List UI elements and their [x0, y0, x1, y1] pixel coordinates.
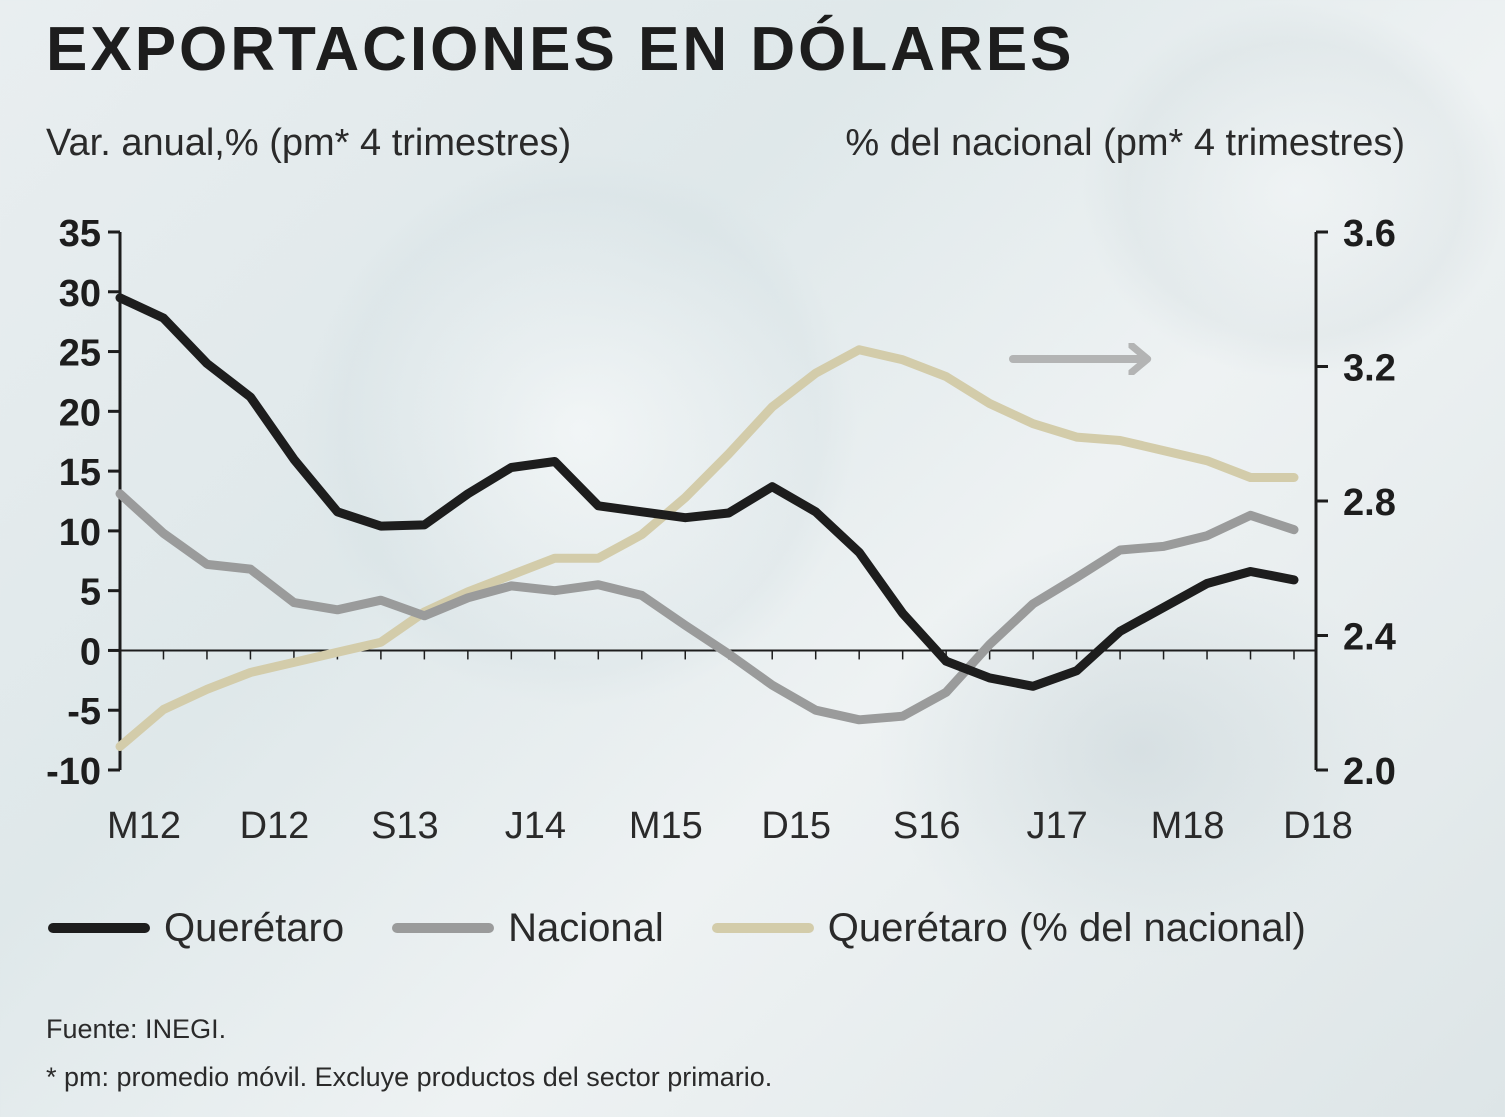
legend-item-share: Querétaro (% del nacional) — [711, 905, 1306, 951]
right-axis-tick-label: 3.6 — [1343, 213, 1396, 255]
right-axis-tick-label: 2.4 — [1343, 617, 1396, 659]
right-axis-tick-label: 2.8 — [1343, 482, 1396, 524]
left-axis-tick-label: 15 — [59, 452, 101, 494]
legend-swatch-nacional — [392, 923, 495, 933]
legend-label-share: Querétaro (% del nacional) — [827, 905, 1306, 950]
left-axis-tick-label: 30 — [59, 273, 101, 315]
x-axis-tick-label: D12 — [240, 805, 310, 847]
left-axis-tick-label: -10 — [46, 751, 101, 793]
legend-item-nacional: Nacional — [392, 906, 664, 951]
left-axis-tick-label: 20 — [59, 392, 101, 434]
left-axis-tick-label: 25 — [59, 333, 101, 375]
x-axis-tick-label: M12 — [107, 805, 181, 847]
left-axis-tick-label: 5 — [80, 572, 101, 614]
x-axis-tick-label: J14 — [505, 805, 566, 847]
x-axis-tick-label: D15 — [761, 805, 831, 847]
chart-title: EXPORTACIONES EN DÓLARES — [46, 15, 1075, 84]
left-axis-tick-label: 35 — [59, 213, 101, 255]
source-note: Fuente: INEGI. — [46, 1014, 227, 1044]
right-axis-tick-label: 3.2 — [1343, 348, 1396, 390]
legend-swatch-share — [711, 923, 814, 933]
legend-swatch-queretaro — [48, 923, 150, 933]
right-axis-tick-label: 2.0 — [1343, 751, 1396, 793]
series-line-queretaro — [115, 293, 1299, 691]
x-axis-tick-label: D18 — [1283, 805, 1353, 847]
left-axis-tick-label: 10 — [59, 512, 101, 554]
x-axis-tick-label: J17 — [1026, 805, 1087, 847]
x-axis-tick-label: S16 — [893, 805, 961, 847]
right-axis-caption: % del nacional (pm* 4 trimestres) — [845, 122, 1405, 164]
x-axis-tick-label: S13 — [371, 805, 439, 847]
legend-label-nacional: Nacional — [508, 905, 664, 950]
x-axis-tick-label: M18 — [1151, 805, 1225, 847]
legend-item-queretaro: Querétaro — [48, 906, 344, 951]
footnote: * pm: promedio móvil. Excluye productos … — [46, 1062, 773, 1092]
x-axis-tick-label: M15 — [629, 805, 703, 847]
left-axis-tick-label: 0 — [80, 631, 101, 673]
legend-label-queretaro: Querétaro — [164, 905, 345, 950]
left-axis-tick-label: -5 — [67, 691, 101, 733]
left-axis-caption: Var. anual,% (pm* 4 trimestres) — [46, 122, 572, 164]
legend: Querétaro Nacional Querétaro (% del naci… — [48, 898, 1306, 958]
series-line-queretaro-share — [115, 345, 1299, 751]
series-line-nacional — [115, 489, 1299, 725]
